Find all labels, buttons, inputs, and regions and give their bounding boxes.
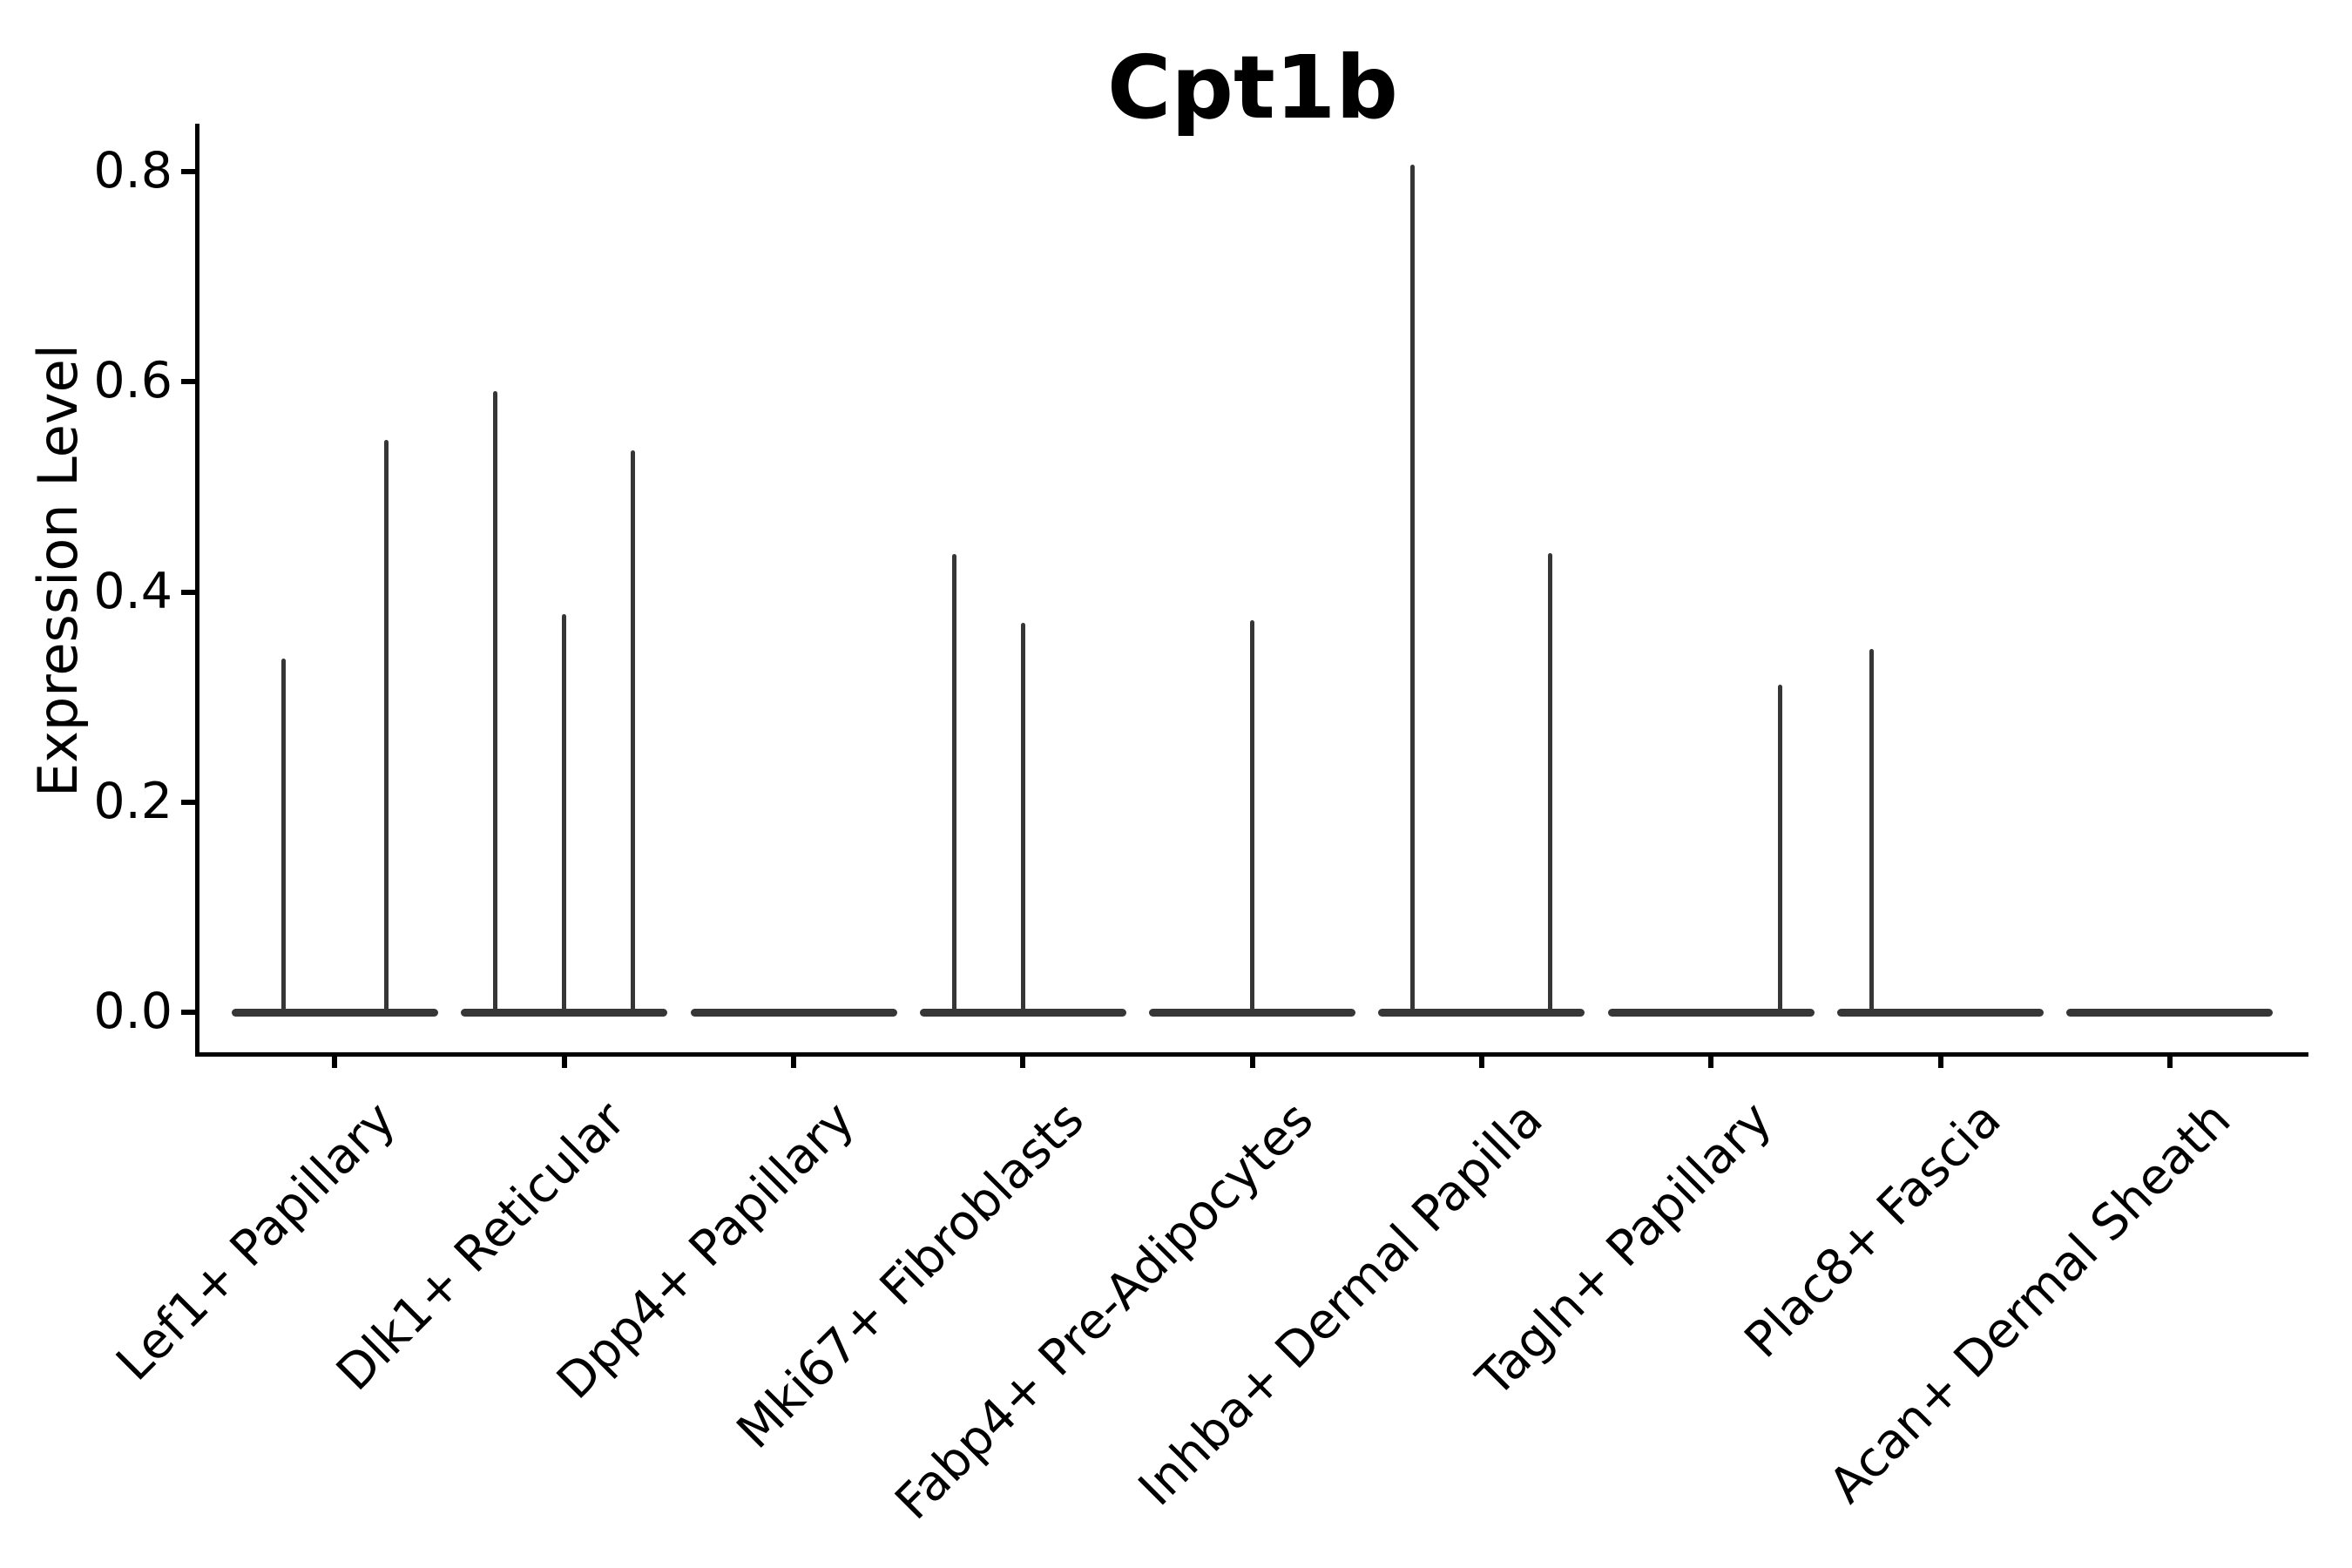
violin-baseline <box>2066 1009 2274 1017</box>
x-tick-label: Acan+ Dermal Sheath <box>1818 1091 2242 1515</box>
y-tick <box>181 169 195 175</box>
x-tick <box>1708 1054 1714 1068</box>
x-tick <box>2166 1054 2173 1068</box>
y-tick-label: 0.0 <box>93 983 172 1040</box>
violin-spike <box>1777 684 1782 1016</box>
x-tick-label: Fabp4+ Pre-Adipocytes <box>884 1091 1325 1531</box>
y-tick-label: 0.8 <box>93 142 172 200</box>
violin-baseline <box>1378 1009 1585 1017</box>
y-axis-spine <box>195 124 199 1054</box>
y-tick-label: 0.2 <box>93 772 172 830</box>
violin-spike <box>1410 164 1416 1016</box>
violin-baseline <box>1607 1009 1815 1017</box>
y-tick-label: 0.6 <box>93 352 172 410</box>
violin-spike <box>1250 620 1255 1016</box>
violin-spike <box>1020 622 1025 1016</box>
chart-title: Cpt1b <box>1107 37 1398 139</box>
y-tick <box>181 799 195 805</box>
violin-spike <box>493 391 498 1016</box>
violin-spike <box>631 449 636 1016</box>
x-tick <box>1478 1054 1484 1068</box>
x-tick <box>1937 1054 1943 1068</box>
x-tick <box>791 1054 796 1068</box>
y-tick <box>181 1010 195 1015</box>
violin-spike <box>280 658 286 1016</box>
violin-spike <box>951 554 956 1016</box>
violin-spike <box>562 613 567 1016</box>
x-tick-label: Inhba+ Dermal Papilla <box>1127 1091 1554 1517</box>
violin-baseline <box>1837 1009 2044 1017</box>
x-tick <box>332 1054 338 1068</box>
y-tick <box>181 379 195 385</box>
x-tick <box>1020 1054 1026 1068</box>
y-tick <box>181 589 195 595</box>
y-tick-label: 0.4 <box>93 562 172 620</box>
x-tick <box>1249 1054 1255 1068</box>
violin-spike <box>384 439 389 1016</box>
x-tick <box>561 1054 567 1068</box>
violin-spike <box>1869 648 1874 1016</box>
violin-baseline <box>690 1009 897 1017</box>
violin-baseline <box>231 1009 438 1017</box>
violin-spike <box>1548 552 1553 1016</box>
